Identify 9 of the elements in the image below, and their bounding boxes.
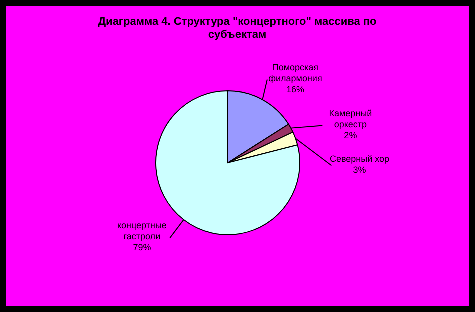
slice-label: Поморская филармония [268, 62, 322, 84]
data-label: 79% [133, 242, 152, 253]
data-label: 2% [344, 130, 358, 140]
slice-label: концертные гастроли [117, 220, 167, 242]
slice-label: Камерный оркестр [329, 108, 372, 130]
slice-label: Северный хор [330, 154, 390, 164]
data-label: 3% [353, 164, 366, 175]
data-label: 16% [286, 84, 304, 94]
chart-title: Диаграмма 4. Структура "концертного" массива по субъектам [98, 16, 378, 41]
